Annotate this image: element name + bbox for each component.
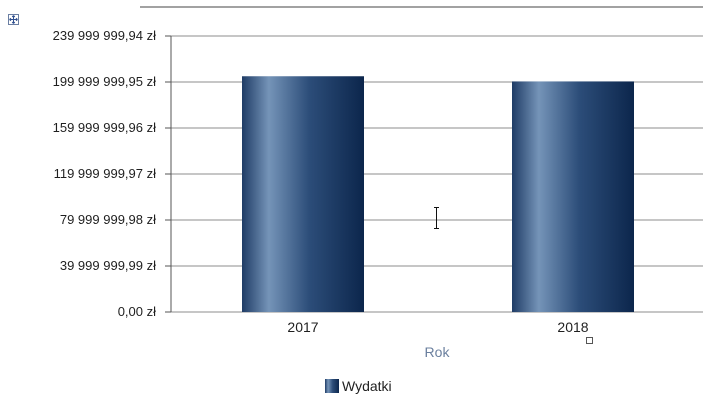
y-tick-label: 239 999 999,94 zł: [53, 28, 156, 43]
legend-swatch: [325, 379, 339, 393]
legend-label-wydatki: Wydatki: [342, 378, 392, 394]
x-axis-categories: 2017 2018: [287, 319, 588, 335]
legend: Wydatki: [325, 378, 392, 394]
x-tick-label: 2017: [287, 319, 318, 335]
resize-handle[interactable]: [586, 337, 593, 344]
y-tick-label: 79 999 999,98 zł: [60, 212, 156, 227]
y-tick-label: 199 999 999,95 zł: [53, 74, 156, 89]
bar-2018[interactable]: [512, 81, 634, 312]
text-cursor-icon: [434, 207, 439, 229]
x-axis-title: Rok: [425, 344, 451, 360]
y-tick-label: 39 999 999,99 zł: [60, 258, 156, 273]
move-handle-icon[interactable]: [8, 12, 19, 25]
y-tick-label: 119 999 999,97 zł: [54, 166, 157, 181]
y-tick-label: 159 999 999,96 zł: [53, 120, 156, 135]
bar-2017[interactable]: [242, 76, 364, 312]
x-tick-label: 2018: [557, 319, 588, 335]
bars: [242, 76, 634, 312]
y-axis-ticks: 0,00 zł 39 999 999,99 zł 79 999 999,98 zł 1…: [53, 28, 172, 319]
y-tick-label: 0,00 zł: [118, 304, 156, 319]
